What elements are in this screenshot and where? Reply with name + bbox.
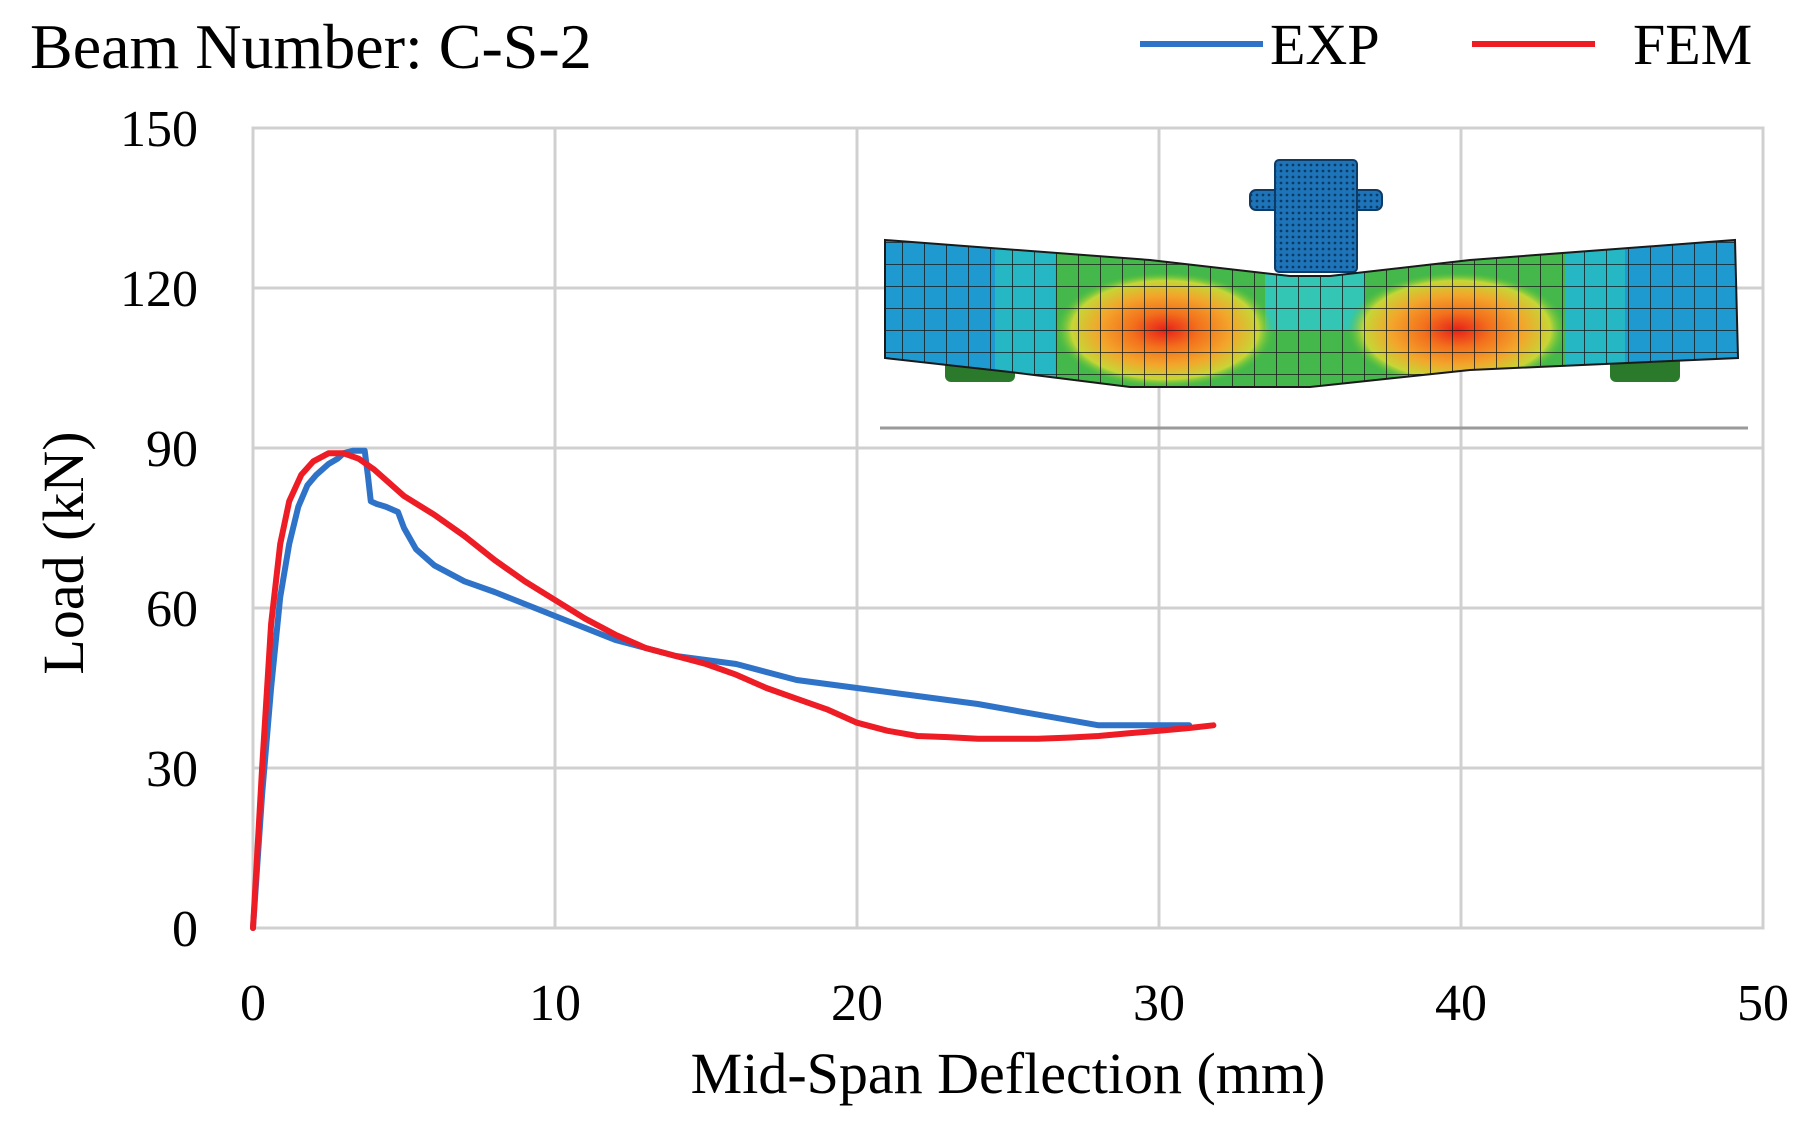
x-axis-title: Mid-Span Deflection (mm): [691, 1041, 1326, 1106]
x-tick-label-50: 50: [1737, 975, 1789, 1032]
series-line-fem: [250, 450, 1217, 931]
chart-title: Beam Number: C-S-2: [30, 11, 592, 82]
x-tick-label-20: 20: [831, 975, 883, 1032]
x-tick-label-0: 0: [240, 975, 266, 1032]
x-axis-tick-labels: 0 10 20 30 40 50: [240, 975, 1789, 1032]
legend: EXP FEM: [1140, 12, 1752, 77]
x-tick-label-10: 10: [529, 975, 581, 1032]
y-tick-label-120: 120: [120, 261, 198, 318]
beam-fem-contour-inset: [880, 159, 1748, 430]
gridlines: [251, 126, 1765, 930]
y-tick-label-30: 30: [146, 741, 198, 798]
y-tick-label-90: 90: [146, 421, 198, 478]
y-tick-label-0: 0: [172, 901, 198, 958]
series-layer: [250, 447, 1217, 931]
x-tick-label-30: 30: [1133, 975, 1185, 1032]
loading-stem: [1274, 159, 1358, 273]
y-axis-tick-labels: 0 30 60 90 120 150: [120, 101, 198, 958]
y-axis-title: Load (kN): [31, 431, 96, 674]
x-tick-label-40: 40: [1435, 975, 1487, 1032]
plot-area: [251, 126, 1765, 930]
series-line-exp: [250, 447, 1193, 931]
legend-label-fem: FEM: [1633, 12, 1752, 77]
legend-label-exp: EXP: [1270, 12, 1380, 77]
y-tick-label-60: 60: [146, 581, 198, 638]
y-tick-label-150: 150: [120, 101, 198, 158]
